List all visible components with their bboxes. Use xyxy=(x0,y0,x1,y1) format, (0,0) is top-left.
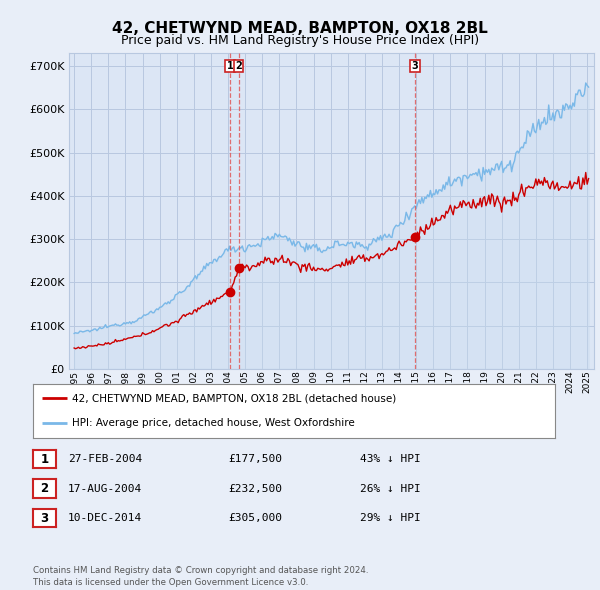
Text: 3: 3 xyxy=(412,61,418,71)
Text: 27-FEB-2004: 27-FEB-2004 xyxy=(68,454,142,464)
Text: 1: 1 xyxy=(227,61,233,71)
Text: 10-DEC-2014: 10-DEC-2014 xyxy=(68,513,142,523)
Text: £232,500: £232,500 xyxy=(228,484,282,493)
Text: 2: 2 xyxy=(40,482,49,495)
Text: £177,500: £177,500 xyxy=(228,454,282,464)
Text: £305,000: £305,000 xyxy=(228,513,282,523)
Text: 29% ↓ HPI: 29% ↓ HPI xyxy=(360,513,421,523)
Text: 42, CHETWYND MEAD, BAMPTON, OX18 2BL (detached house): 42, CHETWYND MEAD, BAMPTON, OX18 2BL (de… xyxy=(72,393,397,403)
Text: Price paid vs. HM Land Registry's House Price Index (HPI): Price paid vs. HM Land Registry's House … xyxy=(121,34,479,47)
Text: 42, CHETWYND MEAD, BAMPTON, OX18 2BL: 42, CHETWYND MEAD, BAMPTON, OX18 2BL xyxy=(112,21,488,36)
Text: 17-AUG-2004: 17-AUG-2004 xyxy=(68,484,142,493)
Text: 43% ↓ HPI: 43% ↓ HPI xyxy=(360,454,421,464)
Text: 3: 3 xyxy=(40,512,49,525)
Text: HPI: Average price, detached house, West Oxfordshire: HPI: Average price, detached house, West… xyxy=(72,418,355,428)
Text: 1: 1 xyxy=(40,453,49,466)
Text: Contains HM Land Registry data © Crown copyright and database right 2024.
This d: Contains HM Land Registry data © Crown c… xyxy=(33,566,368,587)
Text: 2: 2 xyxy=(235,61,242,71)
Text: 26% ↓ HPI: 26% ↓ HPI xyxy=(360,484,421,493)
